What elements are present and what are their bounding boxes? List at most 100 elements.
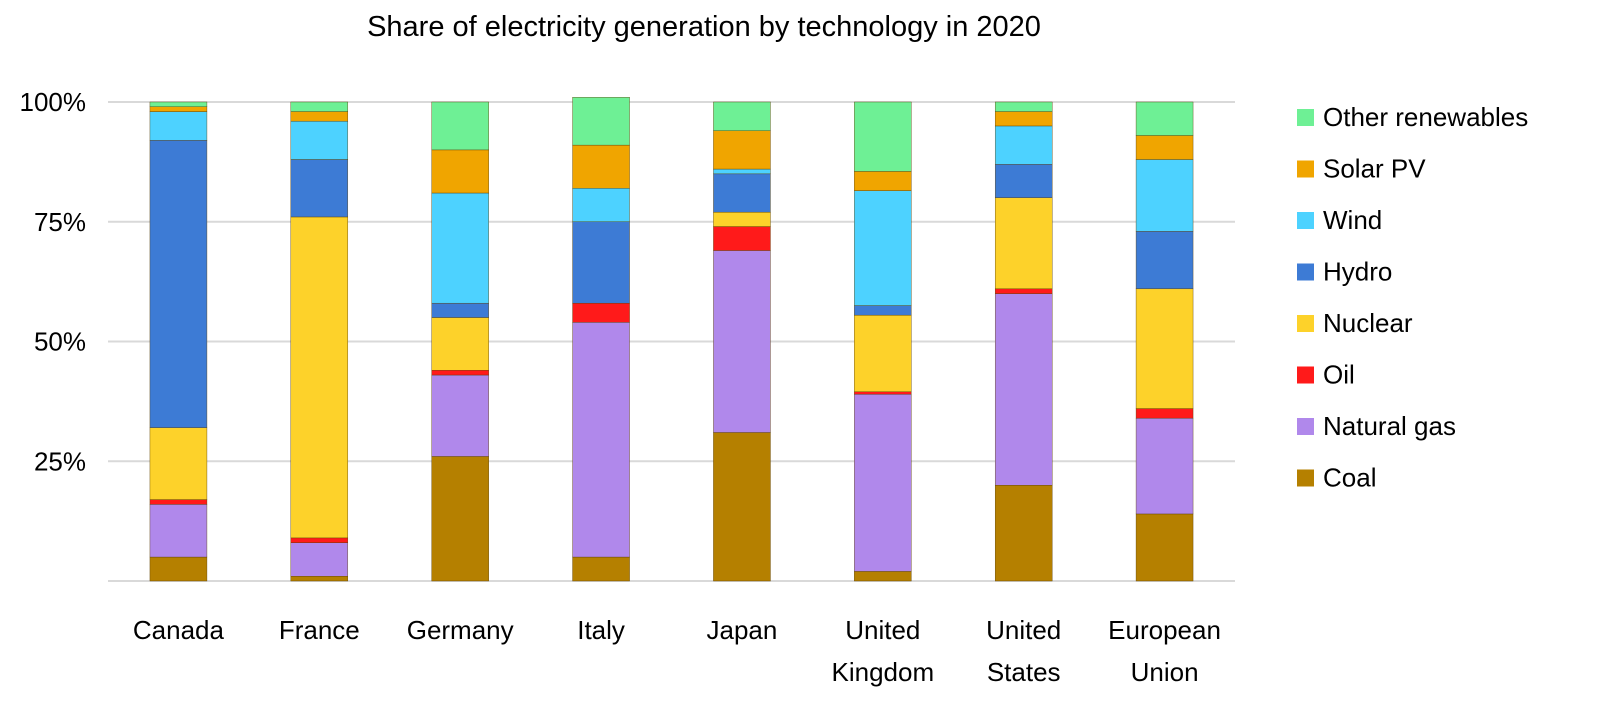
- bar-segment: [290, 111, 349, 122]
- bar-segment: [854, 571, 912, 582]
- bar-segment: [431, 370, 489, 376]
- bar-segment: [149, 106, 208, 112]
- bar-segment: [149, 427, 208, 500]
- bar-segment: [1135, 408, 1194, 419]
- x-category-label: Germany: [407, 615, 514, 645]
- legend-swatch: [1297, 315, 1314, 332]
- bar-segment: [854, 101, 912, 172]
- bar-segment: [854, 314, 912, 392]
- x-category-label: Kingdom: [832, 657, 935, 687]
- bar-segment: [572, 188, 630, 222]
- x-category-label: Italy: [577, 615, 625, 645]
- bar-segment: [290, 101, 349, 112]
- legend-label: Nuclear: [1323, 308, 1413, 338]
- legend: Other renewables Solar PV Wind Hydro Nuclear…: [1297, 102, 1528, 493]
- bars: [149, 97, 1194, 582]
- bar-segment: [431, 149, 489, 194]
- bar-segment: [290, 216, 349, 539]
- bar-segment: [1135, 513, 1194, 582]
- bar-segment: [290, 576, 349, 582]
- y-tick-label: 100%: [20, 87, 87, 117]
- legend-label: Oil: [1323, 360, 1355, 390]
- legend-swatch: [1297, 263, 1314, 281]
- bar-segment: [149, 111, 208, 141]
- x-category-label: France: [279, 615, 360, 645]
- x-category-label: Japan: [707, 615, 778, 645]
- legend-label: Other renewables: [1323, 102, 1528, 132]
- legend-swatch: [1297, 109, 1314, 126]
- bar-segment: [572, 302, 630, 323]
- bar-segment: [994, 125, 1053, 165]
- bar-segment: [572, 322, 630, 558]
- bar-segment: [713, 101, 771, 131]
- bar-segment: [149, 101, 208, 107]
- x-category-label: European: [1108, 615, 1221, 645]
- bar-segment: [431, 317, 489, 371]
- bar-segment: [290, 542, 349, 577]
- x-category-label: United: [986, 615, 1061, 645]
- bar-segment: [572, 221, 630, 304]
- bar-segment: [431, 302, 489, 318]
- x-category-label: Canada: [133, 615, 225, 645]
- bar-segment: [854, 391, 912, 395]
- legend-swatch: [1297, 469, 1314, 487]
- bar-segment: [290, 537, 349, 543]
- bar-segment: [713, 173, 771, 213]
- bar-segment: [572, 556, 630, 582]
- legend-swatch: [1297, 366, 1314, 384]
- bar-segment: [1135, 101, 1194, 136]
- bar-segment: [854, 305, 912, 316]
- legend-label: Natural gas: [1323, 411, 1456, 441]
- bar-segment: [713, 211, 771, 227]
- gridlines: [108, 101, 1235, 582]
- x-category-label: Union: [1131, 657, 1199, 687]
- bar-segment: [994, 111, 1053, 127]
- bar-segment: [431, 101, 489, 151]
- legend-label: Coal: [1323, 463, 1376, 493]
- bar-segment: [854, 190, 912, 306]
- bar-segment: [713, 130, 771, 170]
- y-tick-label: 25%: [34, 446, 86, 476]
- bar-segment: [572, 144, 630, 189]
- y-tick-label: 75%: [34, 207, 86, 237]
- bar-segment: [1135, 231, 1194, 290]
- bar-segment: [431, 192, 489, 304]
- bar-segment: [994, 293, 1053, 486]
- y-tick-label: 50%: [34, 327, 86, 357]
- bar-segment: [994, 164, 1053, 199]
- bar-segment: [149, 556, 208, 582]
- bar-segment: [994, 101, 1053, 112]
- x-axis-categories: Canada France Germany Italy Japan United Kingd…: [133, 615, 1221, 687]
- legend-label: Hydro: [1323, 257, 1392, 287]
- bar-segment: [1135, 159, 1194, 232]
- legend-swatch: [1297, 418, 1314, 435]
- bar-segment: [572, 97, 630, 146]
- bar-segment: [1135, 135, 1194, 160]
- y-axis-ticks: 25% 50% 75% 100%: [20, 87, 87, 476]
- legend-label: Solar PV: [1323, 154, 1426, 184]
- bar-segment: [290, 120, 349, 160]
- bar-segment: [994, 485, 1053, 582]
- bar-segment: [994, 197, 1053, 290]
- bar-segment: [713, 168, 771, 175]
- bar-segment: [1135, 417, 1194, 515]
- bar-segment: [713, 432, 771, 582]
- bar-segment: [713, 226, 771, 251]
- legend-swatch: [1297, 212, 1314, 229]
- bar-segment: [1135, 288, 1194, 409]
- chart-title: Share of electricity generation by techn…: [367, 11, 1041, 43]
- bar-segment: [713, 250, 771, 433]
- x-category-label: States: [987, 657, 1061, 687]
- legend-label: Wind: [1323, 205, 1382, 235]
- bar-segment: [854, 393, 912, 572]
- bar-segment: [149, 499, 208, 505]
- bar-segment: [149, 140, 208, 428]
- bar-segment: [994, 288, 1053, 294]
- bar-segment: [431, 456, 489, 582]
- legend-swatch: [1297, 160, 1314, 178]
- x-category-label: United: [845, 615, 920, 645]
- bar-segment: [149, 504, 208, 558]
- bar-segment: [854, 171, 912, 191]
- bar-segment: [290, 159, 349, 218]
